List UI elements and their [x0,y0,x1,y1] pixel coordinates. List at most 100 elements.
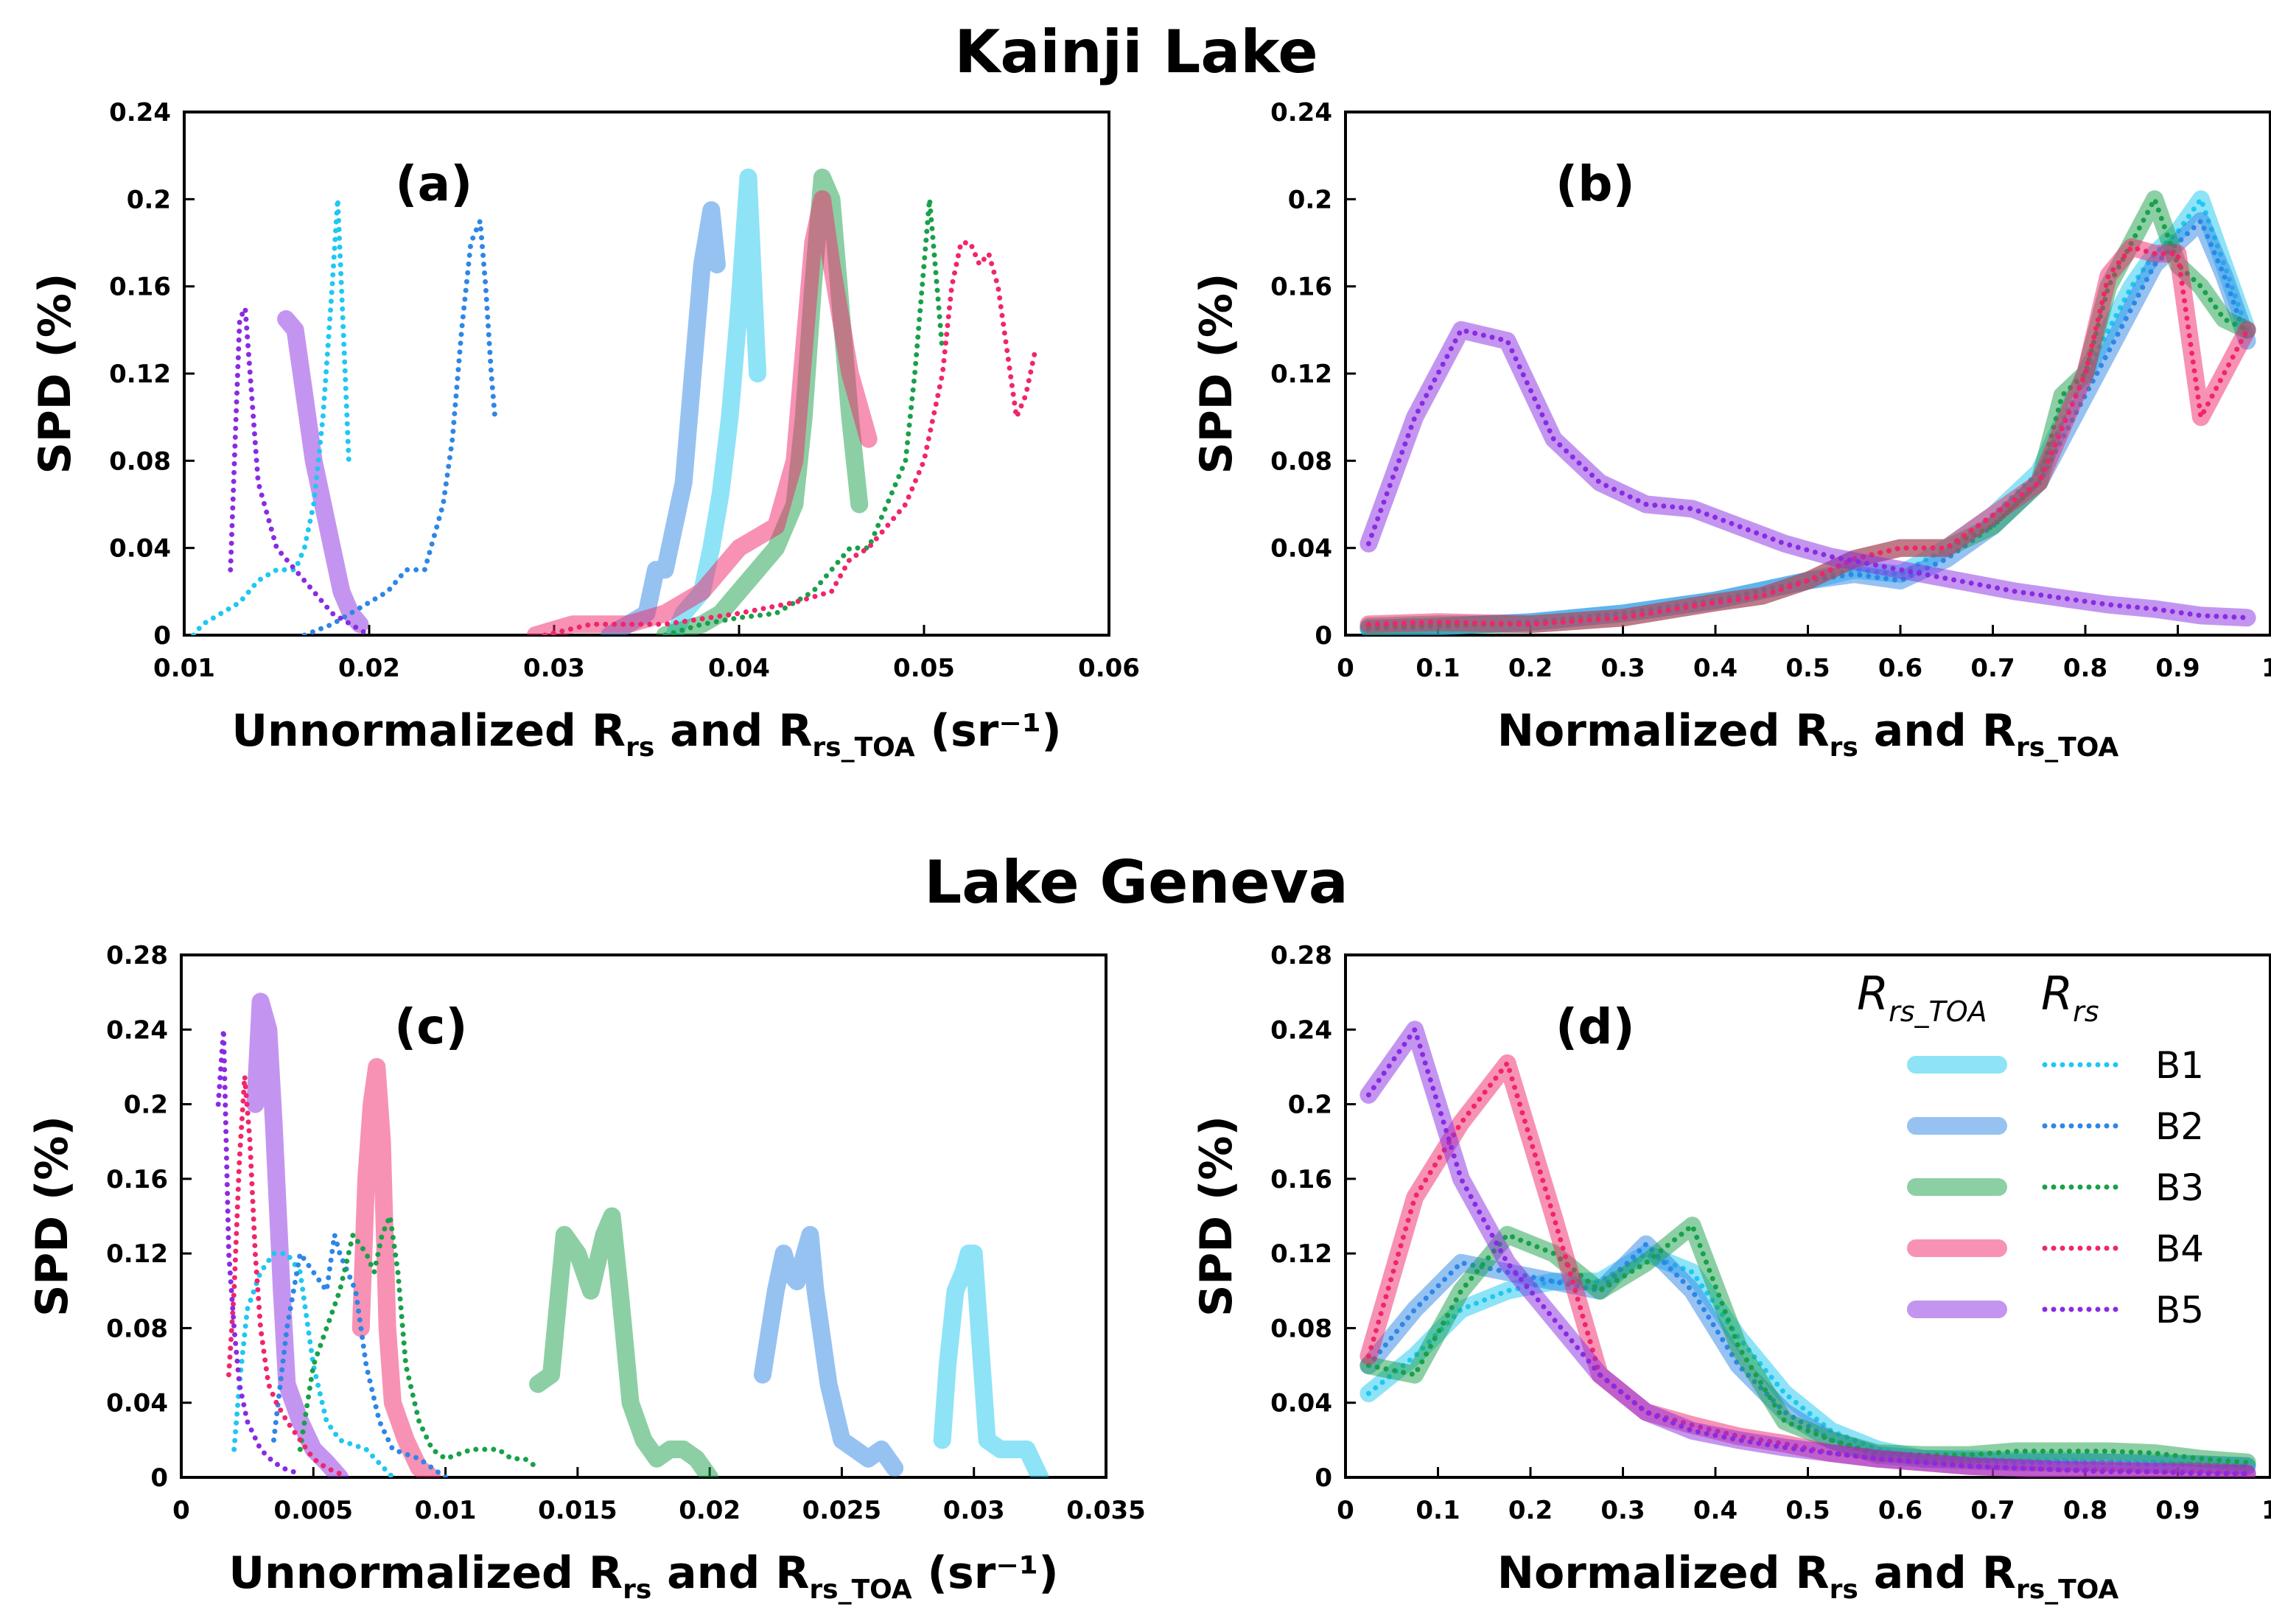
y-tick-label: 0 [1315,621,1332,651]
series-line-rs-b5 [1365,327,2250,620]
x-tick-label: 0.3 [1600,1496,1645,1525]
legend-label: B2 [2155,1105,2204,1148]
x-tick-label: 0.03 [943,1496,1005,1525]
y-tick-label: 0.12 [1270,360,1332,389]
x-tick-label: 0.05 [893,654,955,683]
y-tick-label: 0 [153,621,171,651]
panel-d: 0 0.04 0.08 0.12 0.16 0.2 0.24 0.28 0 0.1 0.2 0.3 0.… [1191,941,2271,1605]
title-kainji-lake: Kainji Lake [954,18,1318,86]
x-tick-label: 0.005 [274,1496,354,1525]
y-tick-label: 0.12 [106,1239,168,1269]
x-tick-label: 0.02 [679,1496,741,1525]
series-line-toa-b4-rrs-toa [526,190,878,635]
series-line-rs-b2-rrs [271,1232,449,1477]
x-tick-label: 0.1 [1416,1496,1460,1525]
y-tick-label: 0.2 [124,1091,168,1120]
y-tick-label: 0.12 [109,360,171,389]
y-tick-label: 0.04 [106,1389,168,1418]
series-line-toa-b2-rrs-toa [753,1225,904,1477]
x-tick-label: 0.025 [802,1496,882,1525]
series-line-rs-b3 [1365,1222,2250,1466]
series-line-toa-b5-rrs-toa [246,993,349,1477]
x-tick-label: 0.06 [1078,654,1140,683]
y-tick-label: 0.24 [1270,98,1332,127]
panel-label: (b) [1556,155,1635,212]
title-lake-geneva: Lake Geneva [924,848,1348,917]
y-tick-label: 0.12 [1270,1239,1332,1269]
x-tick-label: 0.8 [2063,654,2107,683]
series-line-rs-b2-rrs [301,218,498,635]
y-axis-title: SPD (%) [1191,273,1242,475]
x-tick-label: 0.4 [1693,1496,1738,1525]
x-tick-label: 0.03 [523,654,585,683]
y-tick-label: 0.04 [109,534,171,564]
series-line-rs-b4-rrs [226,1074,343,1477]
x-tick-label: 0 [1337,1496,1354,1525]
series-line-toa-b4-rrs-toa [351,1057,441,1477]
y-axis-title: SPD (%) [1191,1116,1242,1317]
panel-label: (a) [395,155,472,212]
x-tick-label: 0.7 [1970,1496,2015,1525]
x-tick-label: 0.2 [1508,1496,1553,1525]
series-line-rs-b5 [1365,1026,2250,1477]
panel-label: (c) [394,998,467,1055]
series-line-rs-b4 [1365,244,2250,627]
x-tick-label: 0.3 [1600,654,1645,683]
series-line-rs-b3-rrs [662,196,945,635]
x-tick-label: 0.04 [708,654,770,683]
x-tick-label: 0.9 [2155,654,2200,683]
y-tick-label: 0.08 [1270,1314,1332,1343]
legend-head-toa: Rrs_TOA [1857,967,1987,1028]
y-tick-label: 0.2 [1288,185,1332,214]
x-tick-label: 0.4 [1693,654,1738,683]
y-tick-label: 0.24 [1270,1015,1332,1045]
y-tick-label: 0.08 [1270,447,1332,476]
y-tick-label: 0.04 [1270,1389,1332,1418]
legend-head-rs: Rrs [2041,967,2099,1028]
x-tick-label: 0.5 [1785,654,1830,683]
plot-area [1360,1021,2256,1477]
x-tick-label: 1 [2261,654,2271,683]
x-tick-label: 0.035 [1066,1496,1146,1525]
x-tick-label: 0.015 [538,1496,617,1525]
x-tick-label: 0.6 [1878,1496,1922,1525]
series-line-rs-b3-rrs [297,1214,541,1471]
legend-label: B4 [2155,1228,2204,1270]
x-tick-label: 0.02 [338,654,400,683]
y-tick-label: 0 [1315,1463,1332,1493]
series-line-rs-b4 [1365,1060,2250,1477]
panel-c: 0 0.04 0.08 0.12 0.16 0.2 0.24 0.28 0 0.005 0.01 0.… [27,941,1146,1605]
x-tick-label: 0.01 [153,654,215,683]
x-tick-label: 0.1 [1416,654,1460,683]
y-tick-label: 0.16 [109,273,171,302]
y-tick-label: 0.08 [106,1314,168,1343]
series-line-toa-b5-rrs-toa [277,310,369,634]
legend-label: B5 [2155,1289,2204,1331]
panel-a: 0 0.04 0.08 0.12 0.16 0.2 0.24 0.01 0.02 0.03 0.04… [29,98,1140,763]
series-line-rs-b5-rrs [215,1026,303,1477]
y-tick-label: 0.16 [1270,273,1332,302]
x-tick-label: 0 [1337,654,1354,683]
series-line-toa-b1-rrs-toa [933,1245,1049,1477]
x-tick-label: 0.7 [1970,654,2015,683]
x-tick-label: 0.6 [1878,654,1922,683]
y-axis-title: SPD (%) [29,273,81,475]
legend: Rrs_TOA Rrs B1 B2 B3 B4 B5 [1857,967,2204,1331]
series-line-rs-b3 [1365,196,2250,629]
y-tick-label: 0 [150,1463,168,1493]
y-tick-label: 0.28 [106,941,168,970]
x-tick-label: 0.8 [2063,1496,2107,1525]
y-tick-label: 0.24 [109,98,171,127]
panel-b: 0 0.04 0.08 0.12 0.16 0.2 0.24 0 0.1 0.2 0.3 0.4 0.5… [1191,98,2271,763]
y-tick-label: 0.2 [127,185,171,214]
y-tick-label: 0.08 [109,447,171,476]
plot-frame [183,111,1110,637]
y-tick-label: 0.24 [106,1015,168,1045]
plot-area [215,993,1049,1477]
y-tick-label: 0.2 [1288,1091,1332,1120]
x-axis-title: Normalized Rrs and Rrs_TOA [1497,1547,2119,1605]
x-axis-title: Unnormalized Rrs and Rrs_TOA (sr⁻¹) [231,705,1061,763]
y-axis-title: SPD (%) [27,1116,78,1317]
panel-label: (d) [1556,998,1635,1055]
